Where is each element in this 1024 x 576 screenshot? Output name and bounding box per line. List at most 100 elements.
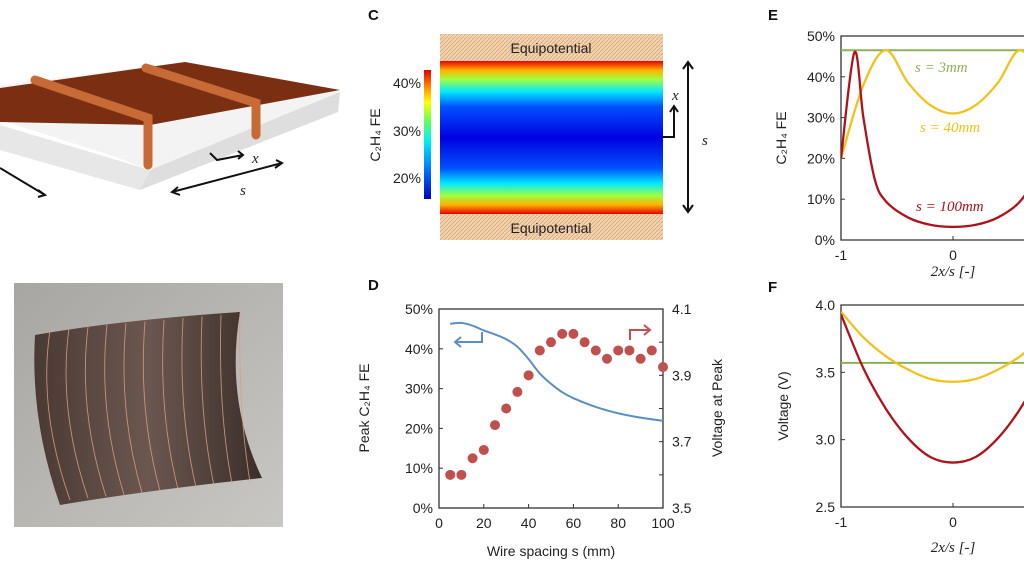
wire bbox=[142, 321, 161, 492]
wire bbox=[84, 326, 107, 497]
x-tick-label: 40 bbox=[521, 515, 537, 531]
equipotential-top bbox=[440, 34, 663, 62]
y-tick-label: 50% bbox=[807, 28, 835, 44]
panel-f-chart: F Voltage (V) 2x/s [-] 2.5 3.0 3.5 4.0 -1 0 bbox=[768, 279, 1024, 556]
y-tick-label: 20% bbox=[807, 150, 835, 166]
panel-label: C bbox=[368, 7, 379, 24]
x-tick-label: -1 bbox=[835, 247, 848, 263]
voltage-point bbox=[557, 328, 568, 339]
y-tick-label: 30% bbox=[405, 381, 433, 397]
y-tick-label: 4.0 bbox=[816, 297, 836, 313]
equipotential-bottom-label: Equipotential bbox=[511, 220, 592, 236]
y2-tick-label: 4.1 bbox=[672, 301, 692, 317]
voltage-point bbox=[490, 420, 500, 431]
panel-e-chart: E C₂H₄ FE 2x/s [-] s = 3mm s = 40mm s = … bbox=[768, 7, 1024, 280]
y-tick-label: 0% bbox=[413, 500, 433, 516]
voltage-point bbox=[546, 337, 556, 348]
voltage-point bbox=[467, 453, 478, 464]
voltage-point bbox=[658, 362, 668, 373]
panel-c: C Equipotential Equipotential 40% 30% 20… bbox=[367, 7, 708, 240]
x-tick-label: 0 bbox=[949, 247, 957, 263]
voltage-point bbox=[602, 353, 612, 364]
catalyst-layer bbox=[0, 62, 340, 125]
panel-d-chart: D Peak C₂H₄ FE Voltage at Peak Wire spac… bbox=[356, 277, 725, 559]
y-axis-label: Peak C₂H₄ FE bbox=[356, 364, 372, 453]
y-tick-label: 3.0 bbox=[816, 432, 836, 448]
wire bbox=[220, 314, 233, 484]
colorbar bbox=[424, 70, 431, 199]
panel-label: E bbox=[768, 7, 778, 24]
y2-tick-label: 3.9 bbox=[672, 367, 692, 383]
panel-b-photo bbox=[14, 283, 283, 527]
voltage-point bbox=[534, 345, 545, 356]
voltage-point bbox=[613, 345, 624, 356]
electrode-sheet bbox=[34, 312, 263, 505]
x-arrow-icon bbox=[663, 104, 679, 138]
peak-fe-line bbox=[450, 321, 664, 422]
x-tick-label: 0 bbox=[949, 514, 957, 530]
y-tick-label: 40% bbox=[807, 69, 835, 85]
voltage-point bbox=[635, 353, 646, 364]
y-axis-label: C₂H₄ FE bbox=[773, 111, 789, 164]
voltage-point bbox=[445, 469, 456, 480]
s-label: s bbox=[702, 133, 708, 149]
wire bbox=[181, 318, 197, 488]
x-tick-label: 0 bbox=[435, 515, 443, 531]
voltage-profile-line-2 bbox=[841, 313, 1024, 464]
fe-profile-line-1 bbox=[841, 49, 1024, 159]
wire bbox=[239, 312, 251, 483]
y-tick-label: 10% bbox=[807, 191, 835, 207]
x-label: x bbox=[251, 151, 259, 167]
left-axis-arrow-icon bbox=[453, 332, 483, 348]
y-axis-label: Voltage (V) bbox=[775, 371, 791, 440]
s-arrow-icon bbox=[170, 159, 284, 196]
y-tick-label: 3.5 bbox=[816, 364, 836, 380]
colorbar-tick: 30% bbox=[393, 123, 421, 139]
voltage-point bbox=[646, 345, 657, 356]
series-group bbox=[841, 310, 1024, 464]
series-label: s = 100mm bbox=[916, 199, 984, 215]
x-tick-label: 20 bbox=[476, 515, 492, 531]
equipotential-bottom bbox=[440, 213, 663, 240]
wire bbox=[162, 319, 179, 490]
voltage-point bbox=[501, 403, 512, 414]
right-axis-arrow-icon bbox=[629, 324, 652, 340]
y-tick-label: 40% bbox=[405, 341, 433, 357]
copper-wire bbox=[141, 63, 261, 140]
y-tick-label: 30% bbox=[807, 110, 835, 126]
x-tick-label: 100 bbox=[651, 515, 675, 531]
x-tick-label: -1 bbox=[835, 514, 848, 530]
y2-tick-label: 3.7 bbox=[672, 434, 692, 450]
voltage-point bbox=[523, 370, 534, 381]
wire bbox=[46, 329, 71, 501]
y-tick-label: 10% bbox=[405, 460, 433, 476]
arrow-icon bbox=[0, 167, 48, 198]
panel-label: F bbox=[768, 279, 777, 296]
plot-frame bbox=[840, 304, 1024, 508]
x-tick-label: 60 bbox=[566, 515, 582, 531]
copper-wire bbox=[30, 75, 153, 170]
colorbar-tick: 40% bbox=[393, 75, 421, 91]
x-axis-label: 2x/s [-] bbox=[931, 264, 976, 280]
fe-heatmap bbox=[440, 61, 663, 214]
wire bbox=[200, 316, 215, 486]
voltage-point bbox=[590, 345, 601, 356]
wire bbox=[104, 324, 125, 495]
voltage-point bbox=[624, 345, 635, 356]
wires bbox=[46, 312, 251, 501]
y2-tick-label: 3.5 bbox=[672, 500, 692, 516]
colorbar-label: C₂H₄ FE bbox=[367, 108, 383, 161]
y-tick-label: 50% bbox=[405, 301, 433, 317]
y-tick-label: 2.5 bbox=[816, 499, 836, 515]
equipotential-top-label: Equipotential bbox=[511, 40, 592, 56]
voltage-point bbox=[568, 328, 579, 339]
voltage-point bbox=[512, 386, 523, 397]
x-tick-label: 80 bbox=[610, 515, 626, 531]
voltage-profile-line-1 bbox=[841, 310, 1024, 383]
voltage-point bbox=[579, 337, 590, 348]
x-axis-label: 2x/s [-] bbox=[931, 540, 976, 556]
series-group bbox=[841, 49, 1024, 229]
x-arrow-icon bbox=[209, 150, 245, 162]
fe-profile-line-2 bbox=[841, 50, 1024, 229]
fiber-layer-side bbox=[0, 125, 150, 190]
